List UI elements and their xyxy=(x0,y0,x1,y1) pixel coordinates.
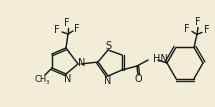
Text: F: F xyxy=(74,24,80,34)
Text: F: F xyxy=(64,18,70,28)
Text: F: F xyxy=(54,25,60,35)
Text: F: F xyxy=(184,24,190,34)
Text: CH: CH xyxy=(35,76,47,85)
Text: S: S xyxy=(105,41,111,51)
Text: F: F xyxy=(204,25,210,35)
Text: N: N xyxy=(78,58,86,68)
Text: O: O xyxy=(134,74,142,84)
Text: N: N xyxy=(104,76,112,86)
Text: HN: HN xyxy=(153,54,168,64)
Text: N: N xyxy=(64,74,72,84)
Text: F: F xyxy=(195,17,201,27)
Text: 3: 3 xyxy=(45,80,49,85)
